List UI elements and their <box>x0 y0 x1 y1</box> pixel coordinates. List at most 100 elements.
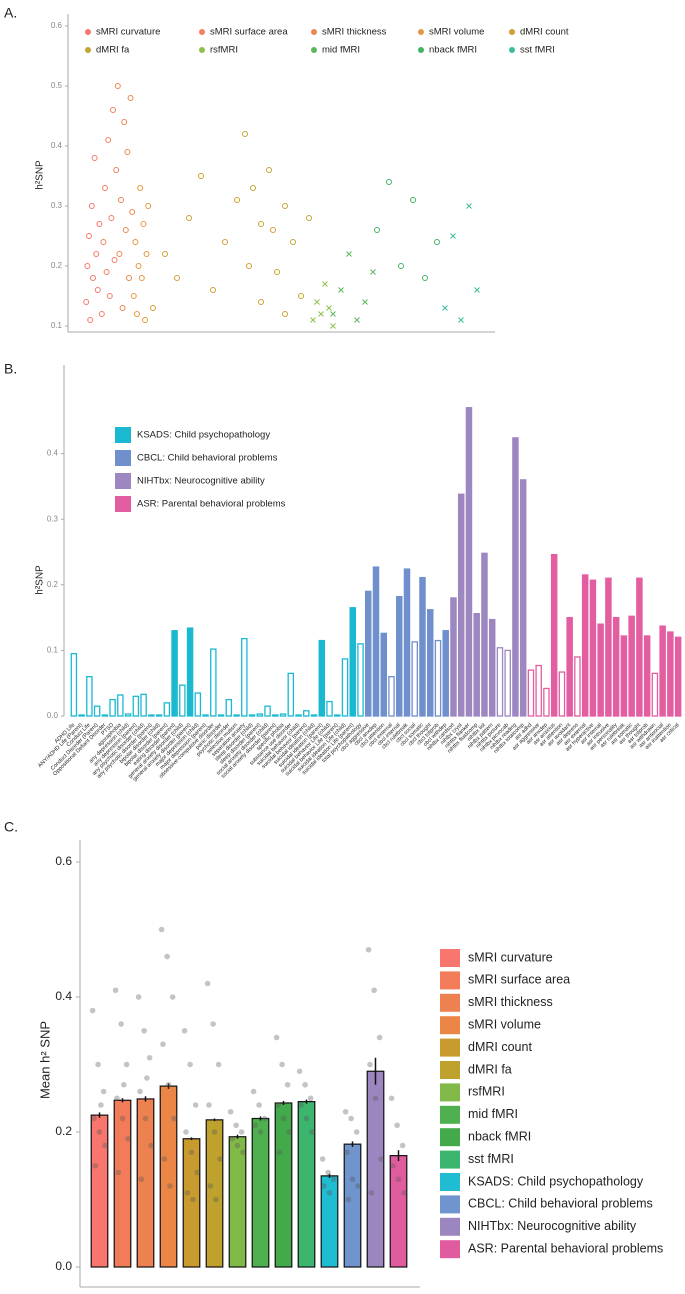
point <box>233 1122 239 1129</box>
point <box>183 1129 189 1135</box>
point <box>240 1149 246 1156</box>
point <box>146 1054 153 1061</box>
point <box>132 239 139 245</box>
point <box>113 167 120 173</box>
point <box>442 305 448 311</box>
point <box>330 323 336 329</box>
point <box>87 317 94 323</box>
bar <box>465 407 473 717</box>
point <box>222 239 228 245</box>
y-tick-label: 0.5 <box>51 81 63 90</box>
y-tick-label: 0.2 <box>55 1124 72 1138</box>
point <box>344 1149 350 1156</box>
point <box>190 1196 196 1203</box>
legend-label: sMRI thickness <box>468 995 553 1009</box>
point <box>306 215 312 221</box>
bar <box>651 672 659 717</box>
point <box>119 1115 126 1122</box>
point <box>282 311 288 317</box>
bar <box>581 574 589 717</box>
point <box>165 1081 172 1088</box>
point <box>83 299 90 305</box>
legend-label: KSADS: Child psychopathology <box>468 1174 644 1188</box>
legend-label: NIHTbx: Neurocognitive ability <box>468 1219 637 1233</box>
point <box>184 1189 191 1196</box>
bar <box>228 1136 247 1268</box>
point <box>123 1061 130 1068</box>
point <box>450 233 456 239</box>
point <box>410 197 416 203</box>
bar <box>403 568 411 717</box>
point <box>103 269 110 275</box>
point <box>142 317 148 323</box>
bar <box>519 479 527 717</box>
y-tick-label: 0.3 <box>51 201 63 210</box>
point <box>137 185 144 191</box>
point <box>458 317 464 323</box>
point <box>108 215 115 221</box>
bar <box>667 631 674 717</box>
point <box>309 1129 315 1135</box>
point <box>250 185 256 191</box>
bar <box>589 579 597 717</box>
point <box>330 311 336 317</box>
legend-swatch <box>311 47 317 53</box>
bar <box>148 714 155 717</box>
legend-label: nback fMRI <box>468 1129 531 1143</box>
legend-swatch <box>440 1105 460 1124</box>
point <box>124 149 131 155</box>
point <box>96 221 103 227</box>
bar <box>349 607 357 717</box>
legend-swatch <box>440 949 460 967</box>
point <box>102 1142 108 1149</box>
bar <box>303 710 310 717</box>
point <box>282 203 288 209</box>
point <box>217 1156 223 1162</box>
point <box>135 263 142 269</box>
point <box>238 1129 245 1135</box>
legend-label: sMRI surface area <box>210 27 288 38</box>
y-tick-label: 0.0 <box>47 711 59 720</box>
bar <box>279 713 287 717</box>
point <box>434 239 440 245</box>
point <box>280 1115 287 1122</box>
legend-swatch <box>199 47 205 53</box>
point <box>112 987 119 994</box>
point <box>326 1189 333 1196</box>
point <box>198 173 204 179</box>
point <box>137 1088 143 1095</box>
point <box>122 227 129 233</box>
legend-swatch <box>440 1016 460 1035</box>
point <box>298 293 304 299</box>
point <box>92 1162 99 1169</box>
panel-label: A. <box>4 5 17 21</box>
point <box>330 1176 337 1183</box>
bar <box>434 639 442 717</box>
point <box>345 1196 352 1203</box>
point <box>256 1102 262 1108</box>
legend-label: ASR: Parental behavioral problems <box>137 499 286 510</box>
point <box>307 1095 314 1102</box>
point <box>275 1102 281 1108</box>
legend-swatch <box>440 1195 460 1214</box>
legend-swatch <box>440 971 460 990</box>
point <box>346 251 352 257</box>
legend-swatch <box>85 47 91 53</box>
point <box>161 1156 168 1162</box>
bar <box>496 647 504 717</box>
point <box>394 1122 400 1129</box>
legend-swatch <box>440 1083 460 1102</box>
point <box>227 1108 234 1115</box>
legend-label: rsfMRI <box>210 45 238 56</box>
point <box>126 275 132 281</box>
point <box>94 287 101 293</box>
bar <box>155 714 163 717</box>
bar <box>295 714 302 717</box>
legend-swatch <box>509 47 515 53</box>
legend-swatch <box>115 473 131 489</box>
point <box>376 1034 383 1041</box>
point <box>119 305 126 311</box>
bar <box>297 1101 316 1268</box>
legend-label: sMRI volume <box>468 1017 541 1031</box>
